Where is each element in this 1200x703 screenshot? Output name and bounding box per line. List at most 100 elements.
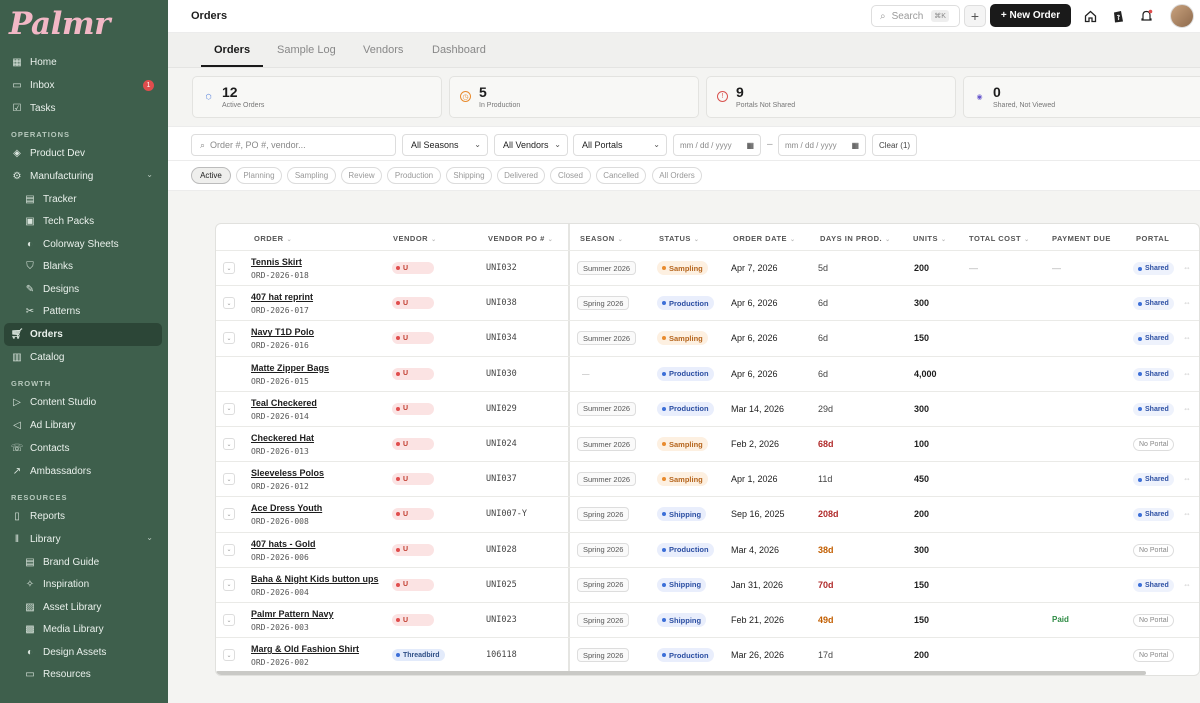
add-button[interactable]: + xyxy=(964,5,986,27)
home-icon[interactable] xyxy=(1082,8,1098,24)
chip-production[interactable]: Production xyxy=(387,167,441,184)
table-row[interactable]: ⌄ 407 hats - Gold ORD-2026-006 U UNI028 Sprin… xyxy=(216,531,1199,567)
tab-sample-log[interactable]: Sample Log xyxy=(277,44,336,56)
tab-dashboard[interactable]: Dashboard xyxy=(432,44,486,56)
chip-review[interactable]: Review xyxy=(341,167,382,184)
link-icon[interactable]: ⇔ xyxy=(1183,509,1191,519)
chip-closed[interactable]: Closed xyxy=(550,167,591,184)
sidebar-item-colorway-sheets[interactable]: ◐ Colorway Sheets xyxy=(0,233,168,256)
sidebar-item-reports[interactable]: ▯ Reports xyxy=(0,505,168,528)
expand-row-button[interactable]: ⌄ xyxy=(223,262,235,274)
sidebar-item-library[interactable]: ‖ Library ⌄ xyxy=(0,528,168,551)
sidebar-item-orders[interactable]: 🛒︎ Orders xyxy=(4,323,162,346)
clear-filters-button[interactable]: Clear (1) xyxy=(872,134,917,156)
expand-row-button[interactable]: ⌄ xyxy=(223,332,235,345)
shopify-icon[interactable] xyxy=(1110,8,1126,24)
expand-row-button[interactable]: ⌄ xyxy=(223,297,235,310)
status-badge[interactable]: Production xyxy=(657,366,714,381)
expand-row-button[interactable]: ⌄ xyxy=(223,578,235,591)
date-to-input[interactable]: mm / dd / yyyy ▦ xyxy=(778,134,866,156)
col-payment-due[interactable]: PAYMENT DUE xyxy=(1052,234,1111,243)
table-row[interactable]: Matte Zipper Bags ORD-2026-015 U UNI030 — Pro… xyxy=(216,355,1199,391)
sidebar-item-patterns[interactable]: ✂ Patterns xyxy=(0,301,168,324)
order-name-link[interactable]: Marg & Old Fashion Shirt xyxy=(251,644,360,655)
portal-badge[interactable]: Shared xyxy=(1133,332,1174,346)
stat-in-production[interactable]: ◷ 5 In Production xyxy=(449,76,699,118)
portal-badge[interactable]: Shared xyxy=(1133,367,1174,381)
date-from-input[interactable]: mm / dd / yyyy ▦ xyxy=(673,134,761,156)
link-icon[interactable]: ⇔ xyxy=(1183,368,1191,378)
expand-row-button[interactable]: ⌄ xyxy=(223,438,235,450)
tab-orders[interactable]: Orders xyxy=(214,44,251,56)
order-name-link[interactable]: Matte Zipper Bags xyxy=(251,362,330,373)
sidebar-item-asset-library[interactable]: ▨ Asset Library xyxy=(0,596,168,619)
chip-shipping[interactable]: Shipping xyxy=(446,167,492,184)
stat-shared-not-viewed[interactable]: ◉ 0 Shared, Not Viewed xyxy=(963,76,1200,118)
expand-row-button[interactable]: ⌄ xyxy=(223,402,235,415)
vendor-badge[interactable]: U xyxy=(392,438,434,450)
chip-planning[interactable]: Planning xyxy=(236,167,282,184)
col-order[interactable]: ORDER ⌄ xyxy=(254,234,292,243)
col-order-date[interactable]: ORDER DATE ⌄ xyxy=(733,234,796,243)
vendor-badge[interactable]: U xyxy=(392,614,434,626)
status-badge[interactable]: Sampling xyxy=(657,331,708,346)
sidebar-item-product-dev[interactable]: ◈ Product Dev xyxy=(0,142,168,165)
vendor-badge[interactable]: U xyxy=(392,262,434,274)
status-badge[interactable]: Shipping xyxy=(657,577,707,592)
order-search-input[interactable]: ⌕ Order #, PO #, vendor... xyxy=(191,134,396,156)
status-badge[interactable]: Sampling xyxy=(657,261,708,275)
portal-badge[interactable]: No Portal xyxy=(1133,649,1175,663)
chip-active[interactable]: Active xyxy=(191,167,231,184)
vendor-badge[interactable]: U xyxy=(392,543,434,556)
status-badge[interactable]: Sampling xyxy=(657,437,708,451)
chip-delivered[interactable]: Delivered xyxy=(497,167,545,184)
table-row[interactable]: ⌄ Baha & Night Kids button ups ORD-2026-00… xyxy=(216,566,1199,602)
sidebar-item-ambassadors[interactable]: ↗ Ambassadors xyxy=(0,460,168,483)
link-icon[interactable]: ⇔ xyxy=(1183,579,1191,589)
portal-badge[interactable]: Shared xyxy=(1133,297,1174,311)
expand-row-button[interactable]: ⌄ xyxy=(223,508,235,521)
avatar[interactable] xyxy=(1170,4,1194,28)
sidebar-item-brand-guide[interactable]: ▤ Brand Guide xyxy=(0,551,168,574)
status-badge[interactable]: Shipping xyxy=(657,613,707,627)
table-row[interactable]: ⌄ Checkered Hat ORD-2026-013 U UNI024 Summer … xyxy=(216,426,1199,461)
sidebar-item-tracker[interactable]: ▤ Tracker xyxy=(0,188,168,211)
sidebar-item-design-assets[interactable]: ◐ Design Assets xyxy=(0,641,168,664)
status-badge[interactable]: Sampling xyxy=(657,472,708,487)
order-name-link[interactable]: Teal Checkered xyxy=(251,397,317,408)
order-name-link[interactable]: Ace Dress Youth xyxy=(251,503,323,514)
portal-badge[interactable]: No Portal xyxy=(1133,438,1175,451)
order-name-link[interactable]: Tennis Skirt xyxy=(251,257,302,267)
table-row[interactable]: ⌄ Tennis Skirt ORD-2026-018 U UNI032 Summer 2… xyxy=(216,250,1199,285)
vendor-badge[interactable]: U xyxy=(392,297,434,310)
link-icon[interactable]: ⇔ xyxy=(1183,474,1191,484)
order-name-link[interactable]: 407 hats - Gold xyxy=(251,538,316,549)
col-season[interactable]: SEASON ⌄ xyxy=(580,234,623,243)
vendor-badge[interactable]: U xyxy=(392,508,434,521)
col-total-cost[interactable]: TOTAL COST ⌄ xyxy=(969,234,1030,243)
chip-all-orders[interactable]: All Orders xyxy=(652,167,702,184)
sidebar-item-catalog[interactable]: ▥ Catalog xyxy=(0,346,168,369)
chip-sampling[interactable]: Sampling xyxy=(287,167,336,184)
sidebar-item-ad-library[interactable]: ◁ Ad Library xyxy=(0,414,168,437)
sidebar-item-content-studio[interactable]: ▷ Content Studio xyxy=(0,391,168,414)
order-name-link[interactable]: Navy T1D Polo xyxy=(251,327,315,338)
expand-row-button[interactable]: ⌄ xyxy=(223,614,235,626)
sidebar-item-tasks[interactable]: ☑ Tasks xyxy=(0,97,168,120)
portal-badge[interactable]: No Portal xyxy=(1133,543,1175,557)
vendor-badge[interactable]: U xyxy=(392,367,434,380)
stat-active-orders[interactable]: ⬡ 12 Active Orders xyxy=(192,76,442,118)
portal-badge[interactable]: Shared xyxy=(1133,578,1174,592)
vendor-badge[interactable]: U xyxy=(392,578,434,591)
sidebar-item-designs[interactable]: ✎ Designs xyxy=(0,278,168,301)
status-badge[interactable]: Production xyxy=(657,648,714,663)
order-name-link[interactable]: Checkered Hat xyxy=(251,433,315,443)
portal-badge[interactable]: Shared xyxy=(1133,508,1174,522)
link-icon[interactable]: ⇔ xyxy=(1183,263,1191,272)
sidebar-item-home[interactable]: ▦ Home xyxy=(0,51,168,74)
vendor-badge[interactable]: U xyxy=(392,332,434,345)
order-name-link[interactable]: Palmr Pattern Navy xyxy=(251,609,334,619)
table-row[interactable]: ⌄ Sleeveless Polos ORD-2026-012 U UNI037 Summ… xyxy=(216,461,1199,496)
season-select[interactable]: All Seasons ⌄ xyxy=(402,134,488,156)
table-row[interactable]: ⌄ 407 hat reprint ORD-2026-017 U UNI038 Sprin… xyxy=(216,285,1199,320)
